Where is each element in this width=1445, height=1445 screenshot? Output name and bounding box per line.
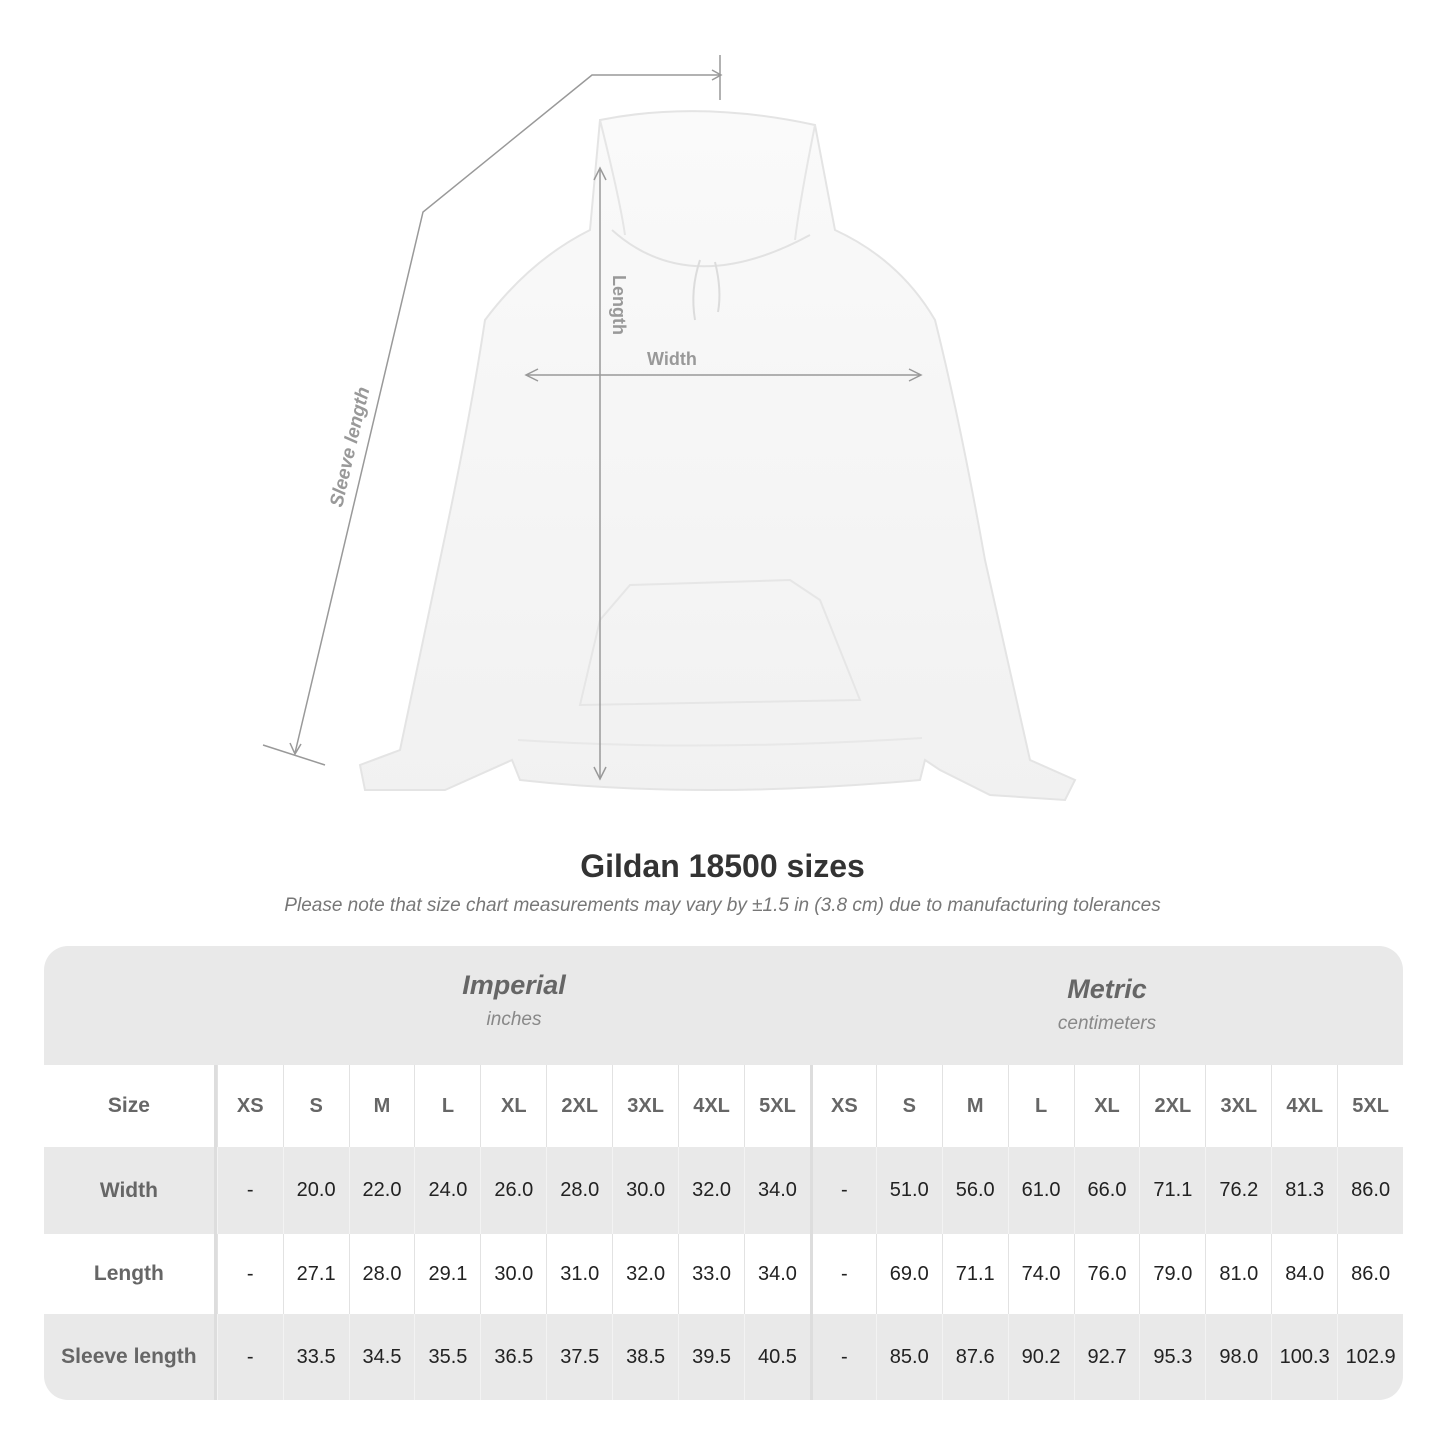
size-header-imperial: XS	[216, 1065, 283, 1147]
table-cell-imperial: 24.0	[414, 1147, 480, 1234]
table-cell-metric: 74.0	[1007, 1234, 1074, 1314]
table-cell-imperial: 32.0	[678, 1147, 744, 1234]
imperial-header: Imperial inches	[217, 946, 811, 1065]
table-cell-imperial: 30.0	[480, 1234, 546, 1314]
table-row: Sleeve length -33.5 34.5 35.5 36.5 37.5 38.5 39…	[44, 1314, 1403, 1400]
table-cell-imperial: 27.1	[282, 1234, 349, 1314]
table-cell-metric: 86.0	[1337, 1234, 1403, 1314]
table-cell-metric: 56.0	[941, 1147, 1008, 1234]
size-header-imperial: M	[348, 1065, 415, 1147]
table-cell-metric: 69.0	[875, 1234, 942, 1314]
unit-header-band	[44, 946, 1403, 1065]
table-cell-metric: 90.2	[1007, 1314, 1074, 1400]
table-cell-metric: 102.9	[1337, 1314, 1403, 1400]
table-cell-imperial: 35.5	[414, 1314, 480, 1400]
hoodie-measurement-diagram: Length Width Sleeve length	[262, 55, 1077, 802]
table-cell-imperial: 22.0	[348, 1147, 415, 1234]
size-header-row: Size XS S M L XL 2XL 3XL 4XL 5XL XS S M L XL 2XL 3XL 4XL 5…	[44, 1065, 1403, 1147]
table-cell-metric: -	[809, 1314, 876, 1400]
size-header-metric: XL	[1073, 1065, 1140, 1147]
tolerance-note: Please note that size chart measurements…	[284, 895, 1161, 916]
table-cell-imperial: -	[216, 1234, 283, 1314]
size-table: Imperial inches Metric centimeters Size X…	[44, 946, 1403, 1400]
width-label: Width	[647, 349, 697, 369]
size-header-imperial: L	[414, 1065, 480, 1147]
table-cell-metric: 66.0	[1073, 1147, 1140, 1234]
table-cell-imperial: 34.0	[744, 1147, 810, 1234]
table-cell-imperial: -	[216, 1147, 283, 1234]
table-cell-imperial: 28.0	[348, 1234, 415, 1314]
row-label: Size	[44, 1065, 217, 1147]
size-header-metric: XS	[809, 1065, 876, 1147]
size-header-metric: L	[1007, 1065, 1074, 1147]
table-cell-metric: 81.3	[1271, 1147, 1337, 1234]
table-cell-imperial: 30.0	[612, 1147, 678, 1234]
table-cell-metric: 98.0	[1205, 1314, 1271, 1400]
table-cell-imperial: 33.0	[678, 1234, 744, 1314]
table-cell-imperial: 26.0	[480, 1147, 546, 1234]
metric-title: Metric	[1067, 974, 1147, 1004]
size-header-metric: 5XL	[1337, 1065, 1403, 1147]
table-cell-imperial: 33.5	[282, 1314, 349, 1400]
length-label: Length	[609, 275, 629, 335]
table-cell-metric: 92.7	[1073, 1314, 1140, 1400]
table-cell-imperial: 29.1	[414, 1234, 480, 1314]
table-cell-metric: 51.0	[875, 1147, 942, 1234]
table-cell-metric: 61.0	[1007, 1147, 1074, 1234]
table-cell-imperial: -	[216, 1314, 283, 1400]
imperial-title: Imperial	[462, 970, 566, 1000]
table-cell-metric: 76.2	[1205, 1147, 1271, 1234]
row-label: Width	[44, 1147, 217, 1234]
table-cell-metric: 76.0	[1073, 1234, 1140, 1314]
table-cell-imperial: 39.5	[678, 1314, 744, 1400]
table-cell-imperial: 36.5	[480, 1314, 546, 1400]
metric-unit: centimeters	[1057, 1013, 1157, 1034]
size-header-metric: 2XL	[1139, 1065, 1205, 1147]
table-cell-metric: 100.3	[1271, 1314, 1337, 1400]
row-label: Length	[44, 1234, 217, 1314]
table-cell-metric: 95.3	[1139, 1314, 1205, 1400]
size-header-imperial: S	[282, 1065, 349, 1147]
imperial-unit: inches	[486, 1009, 542, 1030]
table-cell-imperial: 28.0	[546, 1147, 612, 1234]
size-header-imperial: 2XL	[546, 1065, 612, 1147]
table-cell-metric: -	[809, 1147, 876, 1234]
size-header-imperial: 4XL	[678, 1065, 744, 1147]
size-header-metric: M	[941, 1065, 1008, 1147]
table-cell-metric: 87.6	[941, 1314, 1008, 1400]
hoodie-image	[358, 110, 1077, 802]
size-header-metric: S	[875, 1065, 942, 1147]
table-cell-metric: 71.1	[1139, 1147, 1205, 1234]
page-title: Gildan 18500 sizes	[580, 848, 865, 884]
table-row: Length -27.1 28.0 29.1 30.0 31.0 32.0 33.0 34.0-…	[44, 1234, 1403, 1314]
table-row: Width -20.0 22.0 24.0 26.0 28.0 30.0 32.0 34.0-5…	[44, 1147, 1403, 1234]
size-header-imperial: 5XL	[744, 1065, 810, 1147]
table-cell-metric: 71.1	[941, 1234, 1008, 1314]
size-header-imperial: 3XL	[612, 1065, 678, 1147]
metric-header: Metric centimeters	[811, 946, 1403, 1065]
table-cell-metric: -	[809, 1234, 876, 1314]
table-cell-metric: 79.0	[1139, 1234, 1205, 1314]
table-cell-metric: 81.0	[1205, 1234, 1271, 1314]
table-cell-imperial: 32.0	[612, 1234, 678, 1314]
table-cell-imperial: 34.0	[744, 1234, 810, 1314]
size-header-metric: 3XL	[1205, 1065, 1271, 1147]
table-cell-imperial: 34.5	[348, 1314, 415, 1400]
table-cell-metric: 85.0	[875, 1314, 942, 1400]
size-header-metric: 4XL	[1271, 1065, 1337, 1147]
table-cell-metric: 84.0	[1271, 1234, 1337, 1314]
size-header-imperial: XL	[480, 1065, 546, 1147]
row-label: Sleeve length	[44, 1314, 217, 1400]
table-cell-imperial: 20.0	[282, 1147, 349, 1234]
table-cell-imperial: 40.5	[744, 1314, 810, 1400]
table-cell-imperial: 31.0	[546, 1234, 612, 1314]
table-cell-imperial: 37.5	[546, 1314, 612, 1400]
measurement-lines	[262, 55, 923, 781]
table-cell-metric: 86.0	[1337, 1147, 1403, 1234]
table-cell-imperial: 38.5	[612, 1314, 678, 1400]
